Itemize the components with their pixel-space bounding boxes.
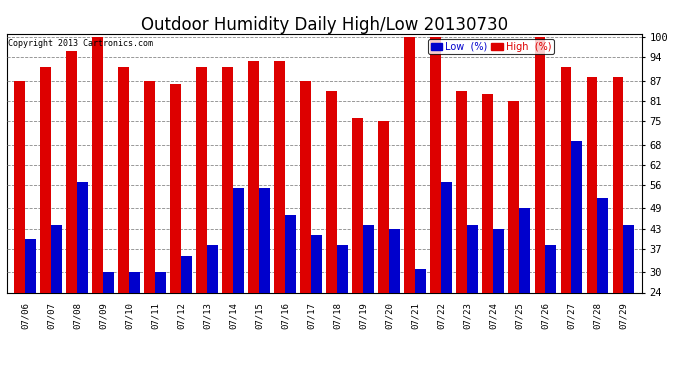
Bar [378, 121, 389, 292]
Bar [300, 81, 311, 292]
Bar [40, 68, 51, 292]
Bar [222, 68, 233, 292]
Bar [259, 188, 270, 292]
Bar [77, 182, 88, 292]
Bar [181, 255, 192, 292]
Title: Outdoor Humidity Daily High/Low 20130730: Outdoor Humidity Daily High/Low 20130730 [141, 16, 508, 34]
Bar [233, 188, 244, 292]
Bar [535, 37, 545, 292]
Bar [624, 225, 634, 292]
Bar [353, 118, 364, 292]
Bar [326, 91, 337, 292]
Bar [144, 81, 155, 292]
Bar [545, 246, 556, 292]
Bar [337, 246, 348, 292]
Bar [442, 182, 453, 292]
Bar [196, 68, 207, 292]
Text: Copyright 2013 Cartronics.com: Copyright 2013 Cartronics.com [8, 39, 153, 48]
Bar [207, 246, 218, 292]
Bar [613, 77, 624, 292]
Bar [509, 101, 520, 292]
Bar [467, 225, 478, 292]
Bar [170, 84, 181, 292]
Bar [571, 141, 582, 292]
Bar [104, 272, 114, 292]
Bar [129, 272, 140, 292]
Bar [248, 61, 259, 292]
Bar [520, 209, 531, 292]
Bar [285, 215, 296, 292]
Bar [415, 269, 426, 292]
Bar [560, 68, 571, 292]
Bar [404, 37, 415, 292]
Bar [311, 236, 322, 292]
Bar [482, 94, 493, 292]
Legend: Low  (%), High  (%): Low (%), High (%) [428, 39, 554, 54]
Bar [275, 61, 285, 292]
Bar [155, 272, 166, 292]
Bar [118, 68, 129, 292]
Bar [586, 77, 598, 292]
Bar [431, 37, 442, 292]
Bar [364, 225, 374, 292]
Bar [92, 37, 104, 292]
Bar [25, 239, 36, 292]
Bar [389, 229, 400, 292]
Bar [493, 229, 504, 292]
Bar [598, 198, 609, 292]
Bar [66, 51, 77, 292]
Bar [14, 81, 25, 292]
Bar [457, 91, 467, 292]
Bar [51, 225, 62, 292]
